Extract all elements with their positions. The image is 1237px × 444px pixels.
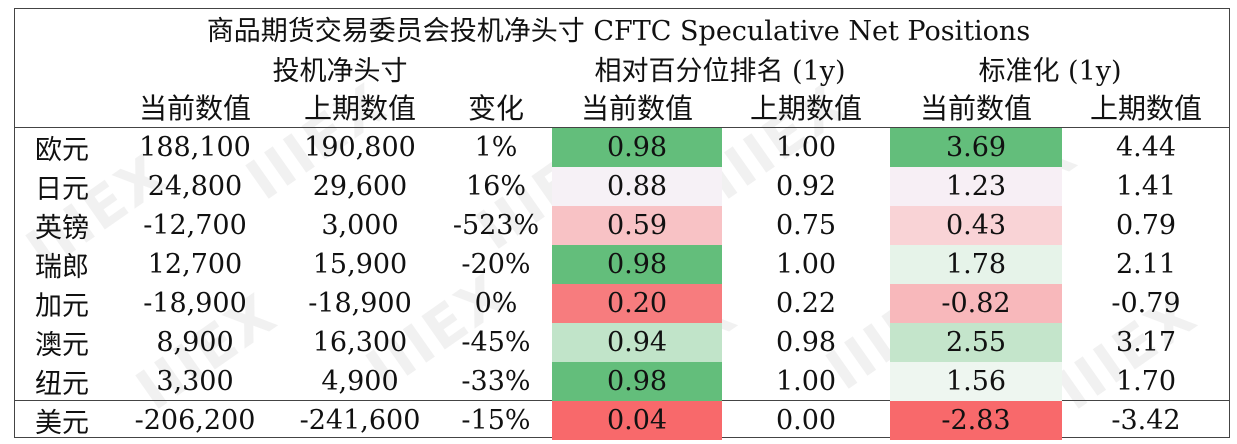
net-previous-cell: 190,800 xyxy=(304,132,416,163)
change-cell: 1% xyxy=(474,132,518,163)
net-current-cell: 24,800 xyxy=(147,171,243,202)
change-cell: 16% xyxy=(465,171,526,202)
std-current-cell: 1.23 xyxy=(890,167,1062,206)
table-row: 加元 -18,900 -18,900 0% 0.20 0.22 -0.82 -0.79 xyxy=(14,284,1230,323)
net-previous-cell: 29,600 xyxy=(312,171,408,202)
net-current-cell: -12,700 xyxy=(143,210,247,241)
std-current-cell: -0.82 xyxy=(890,284,1062,323)
currency-cell: 英镑 xyxy=(35,213,89,244)
currency-cell: 加元 xyxy=(35,291,89,322)
std-current-cell: 1.56 xyxy=(890,362,1062,401)
positions-table: 欧元 188,100 190,800 1% 0.98 1.00 3.69 4.44 日元 24,8… xyxy=(14,128,1230,440)
rank-previous-cell: 0.75 xyxy=(775,210,837,241)
net-previous-cell: -18,900 xyxy=(308,288,412,319)
table-row: 欧元 188,100 190,800 1% 0.98 1.00 3.69 4.44 xyxy=(14,128,1230,167)
rank-current-cell: 0.59 xyxy=(552,206,722,245)
table-row: 纽元 3,300 4,900 -33% 0.98 1.00 1.56 1.70 xyxy=(14,362,1230,401)
change-cell: -33% xyxy=(461,366,531,397)
table-title: 商品期货交易委员会投机净头寸 CFTC Speculative Net Posi… xyxy=(206,16,1031,47)
std-current-cell: 0.43 xyxy=(890,206,1062,245)
table-row: 日元 24,800 29,600 16% 0.88 0.92 1.23 1.41 xyxy=(14,167,1230,206)
std-previous-cell: 1.41 xyxy=(1115,171,1177,202)
rank-previous-cell: 0.98 xyxy=(775,327,837,358)
change-cell: 0% xyxy=(474,288,518,319)
change-cell: -15% xyxy=(461,405,531,436)
currency-cell: 澳元 xyxy=(35,330,89,361)
group-header-net: 投机净头寸 xyxy=(272,56,408,87)
net-previous-cell: -241,600 xyxy=(299,405,421,436)
currency-cell: 日元 xyxy=(35,174,89,205)
rank-previous-cell: 1.00 xyxy=(775,366,837,397)
net-current-cell: 12,700 xyxy=(147,249,243,280)
group-header-rank: 相对百分位排名 (1y) xyxy=(594,56,846,87)
change-cell: -523% xyxy=(452,210,540,241)
group-header-std: 标准化 (1y) xyxy=(978,56,1122,87)
rank-previous-cell: 1.00 xyxy=(775,249,837,280)
net-previous-cell: 4,900 xyxy=(321,366,399,397)
table-row: 瑞郎 12,700 15,900 -20% 0.98 1.00 1.78 2.11 xyxy=(14,245,1230,284)
rank-current-cell: 0.88 xyxy=(552,167,722,206)
currency-cell: 瑞郎 xyxy=(35,252,89,283)
net-previous-cell: 3,000 xyxy=(321,210,399,241)
rank-previous-cell: 1.00 xyxy=(775,132,837,163)
net-current-cell: 8,900 xyxy=(156,327,234,358)
std-previous-cell: 0.79 xyxy=(1115,210,1177,241)
net-current-cell: -18,900 xyxy=(143,288,247,319)
std-current-cell: -2.83 xyxy=(890,401,1062,440)
table-row: 美元 -206,200 -241,600 -15% 0.04 0.00 -2.83 -3.42 xyxy=(14,401,1230,440)
rank-current-cell: 0.98 xyxy=(552,128,722,167)
header-rank-current: 当前数值 xyxy=(580,92,693,125)
std-current-cell: 3.69 xyxy=(890,128,1062,167)
currency-cell: 纽元 xyxy=(35,369,89,400)
header-net-previous: 上期数值 xyxy=(303,92,416,125)
change-cell: -20% xyxy=(461,249,531,280)
net-current-cell: 3,300 xyxy=(156,366,234,397)
std-previous-cell: -3.42 xyxy=(1111,405,1181,436)
rank-current-cell: 0.98 xyxy=(552,362,722,401)
std-previous-cell: -0.79 xyxy=(1111,288,1181,319)
std-current-cell: 1.78 xyxy=(890,245,1062,284)
header-net-current: 当前数值 xyxy=(138,92,251,125)
std-previous-cell: 4.44 xyxy=(1115,132,1177,163)
change-cell: -45% xyxy=(461,327,531,358)
header-std-current: 当前数值 xyxy=(919,92,1032,125)
rank-current-cell: 0.04 xyxy=(552,401,722,440)
net-current-cell: -206,200 xyxy=(134,405,256,436)
std-previous-cell: 2.11 xyxy=(1115,249,1177,280)
table-row: 澳元 8,900 16,300 -45% 0.94 0.98 2.55 3.17 xyxy=(14,323,1230,362)
rank-current-cell: 0.98 xyxy=(552,245,722,284)
currency-cell: 美元 xyxy=(35,408,89,439)
header-change: 变化 xyxy=(467,92,524,125)
net-previous-cell: 16,300 xyxy=(312,327,408,358)
std-previous-cell: 3.17 xyxy=(1115,327,1177,358)
std-previous-cell: 1.70 xyxy=(1115,366,1177,397)
rank-current-cell: 0.20 xyxy=(552,284,722,323)
rank-previous-cell: 0.92 xyxy=(775,171,837,202)
net-current-cell: 188,100 xyxy=(139,132,251,163)
net-previous-cell: 15,900 xyxy=(312,249,408,280)
rank-previous-cell: 0.22 xyxy=(775,288,837,319)
header-divider xyxy=(14,127,1230,128)
table-row: 英镑 -12,700 3,000 -523% 0.59 0.75 0.43 0.79 xyxy=(14,206,1230,245)
currency-cell: 欧元 xyxy=(35,135,89,166)
rank-current-cell: 0.94 xyxy=(552,323,722,362)
rank-previous-cell: 0.00 xyxy=(775,405,837,436)
header-std-previous: 上期数值 xyxy=(1089,92,1202,125)
std-current-cell: 2.55 xyxy=(890,323,1062,362)
header-rank-previous: 上期数值 xyxy=(749,92,862,125)
